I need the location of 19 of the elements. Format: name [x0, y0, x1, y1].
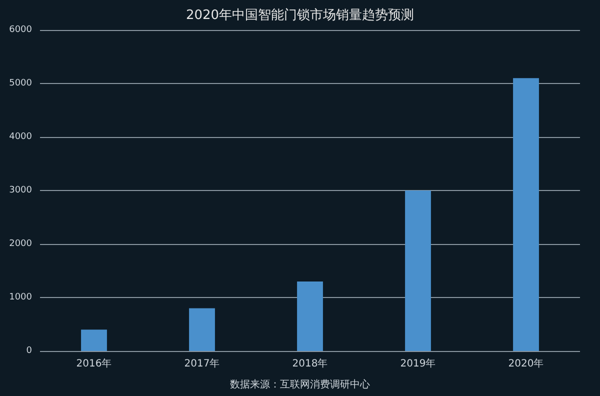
y-tick-label: 3000: [9, 186, 32, 196]
y-tick-label: 1000: [9, 292, 32, 302]
x-tick-label: 2016年: [76, 358, 112, 370]
chart-title: 2020年中国智能门锁市场销量趋势预测: [186, 7, 414, 23]
y-tick-label: 5000: [9, 78, 32, 88]
bar: [297, 281, 323, 351]
x-tick-label: 2020年: [508, 358, 544, 370]
y-tick-label: 2000: [9, 239, 32, 249]
bar: [81, 330, 107, 351]
x-tick-label: 2018年: [292, 358, 328, 370]
source-note: 数据来源：互联网消费调研中心: [230, 378, 370, 390]
bar: [513, 78, 539, 351]
y-tick-label: 6000: [9, 25, 32, 35]
y-tick-label: 4000: [9, 132, 32, 142]
y-tick-label: 0: [26, 346, 32, 356]
bar: [189, 308, 215, 351]
x-tick-label: 2017年: [184, 358, 220, 370]
x-tick-label: 2019年: [400, 358, 436, 370]
bar: [405, 190, 431, 351]
